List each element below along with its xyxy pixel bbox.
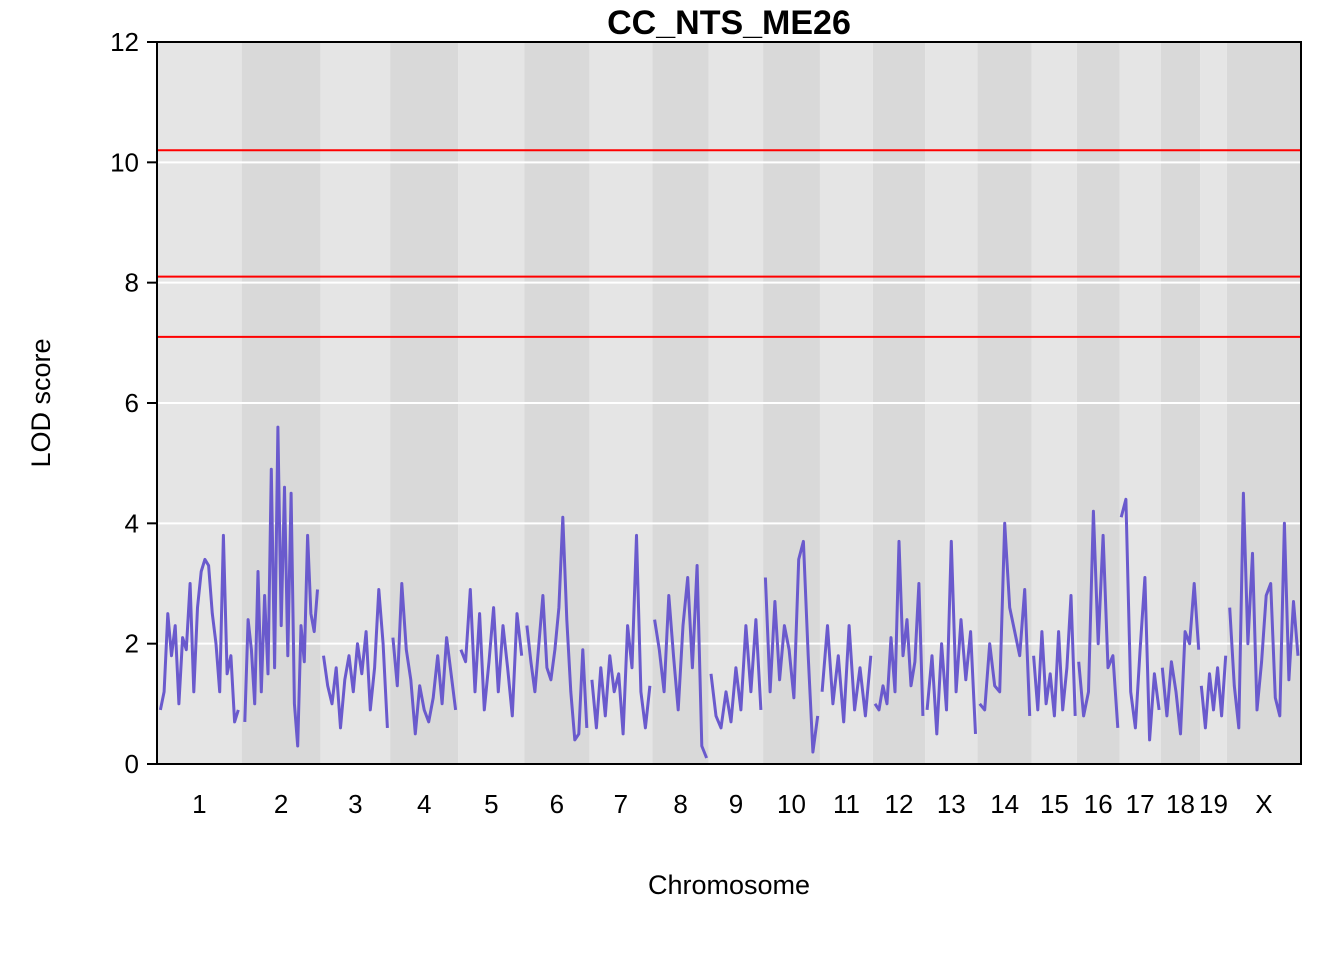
- x-tick-label: 11: [833, 789, 860, 819]
- lod-segment: [1228, 491, 1300, 730]
- threshold-lines: [157, 149, 1301, 338]
- y-tick-label: 2: [125, 629, 139, 659]
- x-tick-label: 9: [729, 789, 743, 819]
- y-tick-label: 10: [110, 147, 139, 177]
- x-tick-label: 12: [885, 789, 914, 819]
- x-tick-label: 8: [673, 789, 687, 819]
- x-tick-label: 17: [1126, 789, 1155, 819]
- lod-segment: [1199, 655, 1228, 730]
- lod-segment: [978, 521, 1032, 716]
- y-tick-label: 12: [110, 27, 139, 57]
- y-tick-label: 0: [125, 749, 139, 779]
- x-tick-label: 15: [1040, 789, 1069, 819]
- x-tick-label: 2: [274, 789, 288, 819]
- y-axis-label: LOD score: [26, 338, 56, 467]
- lod-segment: [1032, 594, 1077, 718]
- x-tick-label: 13: [937, 789, 966, 819]
- y-tick-label: 8: [125, 268, 139, 298]
- lod-segment: [653, 564, 708, 759]
- x-tick-label: 18: [1166, 789, 1195, 819]
- x-tick-label: 5: [484, 789, 498, 819]
- x-tick-label: 1: [192, 789, 206, 819]
- lod-segment: [590, 533, 652, 736]
- lod-segment: [322, 588, 389, 730]
- x-tick-label: 3: [348, 789, 362, 819]
- x-tick-label: 19: [1199, 789, 1228, 819]
- lod-segment: [525, 515, 589, 742]
- lod-segment: [873, 539, 925, 716]
- lod-segment: [1119, 497, 1161, 742]
- lod-segment: [158, 533, 240, 724]
- x-tick-label: X: [1255, 789, 1272, 819]
- x-axis: 1 2 3 4 5 6 7 8 9 10 11 12 13 14 15 16 17 18 19 X: [192, 789, 1272, 819]
- lod-segment: [391, 582, 458, 736]
- x-tick-label: 6: [550, 789, 564, 819]
- x-tick-label: 7: [614, 789, 628, 819]
- x-tick-label: 10: [777, 789, 806, 819]
- x-tick-label: 16: [1084, 789, 1113, 819]
- x-axis-label: Chromosome: [648, 870, 810, 900]
- x-tick-label: 4: [417, 789, 431, 819]
- lod-segment: [763, 539, 820, 754]
- lod-segment: [1077, 509, 1120, 729]
- lod-segment: [820, 624, 873, 724]
- horizontal-gridlines: [157, 161, 1301, 645]
- lod-segment: [709, 618, 763, 730]
- lod-segment: [1160, 582, 1201, 736]
- lod-segment: [243, 425, 319, 748]
- lod-series: [158, 425, 1300, 759]
- x-tick-label: 14: [990, 789, 1019, 819]
- lod-segment: [925, 539, 977, 736]
- y-tick-label: 6: [125, 388, 139, 418]
- lod-segment: [459, 588, 524, 718]
- y-axis: 0 2 4 6 8 10 12: [110, 27, 158, 779]
- y-tick-label: 4: [125, 508, 139, 538]
- chart-title: CC_NTS_ME26: [607, 4, 851, 42]
